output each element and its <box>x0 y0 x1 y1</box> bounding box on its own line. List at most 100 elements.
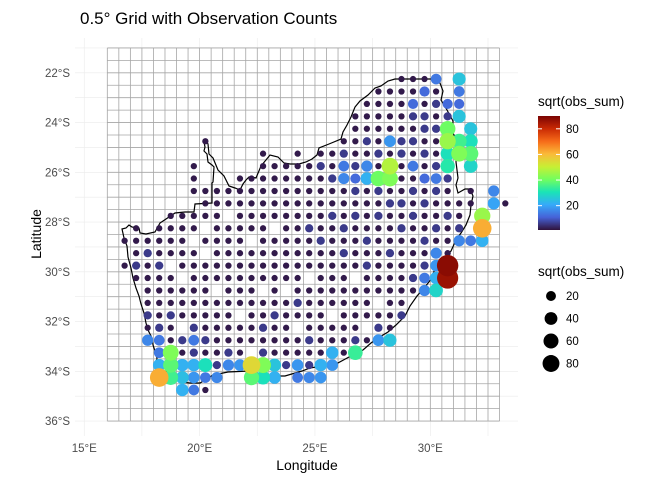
observation-point <box>259 337 267 344</box>
observation-point <box>363 299 371 307</box>
observation-point <box>271 262 278 269</box>
observation-point <box>242 356 261 374</box>
observation-point <box>259 262 267 269</box>
observation-point <box>179 299 186 307</box>
observation-point <box>421 250 428 257</box>
observation-point <box>202 237 209 244</box>
observation-point <box>398 287 405 294</box>
observation-point <box>316 236 325 245</box>
observation-point <box>430 73 442 85</box>
observation-point <box>236 237 244 244</box>
observation-point <box>305 360 314 370</box>
observation-point <box>306 287 313 294</box>
observation-point <box>213 187 221 195</box>
observation-point <box>420 112 429 121</box>
observation-point <box>374 323 383 332</box>
observation-point <box>385 249 395 258</box>
observation-point <box>282 337 290 344</box>
observation-point <box>340 324 347 331</box>
observation-point <box>386 324 394 331</box>
observation-point <box>407 160 419 172</box>
observation-point <box>397 199 406 208</box>
observation-point <box>236 212 244 219</box>
observation-point <box>451 133 467 149</box>
observation-point <box>282 250 290 257</box>
observation-point <box>259 212 267 219</box>
size-legend-label: 80 <box>566 359 579 371</box>
observation-point <box>398 88 405 95</box>
observation-point <box>282 312 290 319</box>
observation-point <box>294 237 301 244</box>
observation-point <box>374 149 383 158</box>
observation-point <box>453 86 465 97</box>
observation-point <box>420 199 429 208</box>
observation-point <box>155 323 164 332</box>
observation-point <box>236 299 244 307</box>
observation-point <box>443 174 452 183</box>
observation-point <box>189 348 198 357</box>
colour-legend-title: sqrt(obs_sum) <box>538 94 624 109</box>
y-tick-label: 36°S <box>45 416 70 428</box>
observation-point <box>236 187 244 195</box>
observation-point <box>374 211 383 220</box>
observation-point <box>236 324 244 331</box>
observation-point <box>375 88 382 95</box>
observation-point <box>362 236 371 245</box>
observation-point <box>398 113 405 120</box>
observation-point <box>467 187 474 195</box>
observation-point <box>408 137 418 146</box>
observation-point <box>375 312 382 319</box>
colour-bar-tick-label: 80 <box>566 124 579 136</box>
x-tick-label: 25°E <box>302 443 327 455</box>
observation-point <box>305 224 314 233</box>
observation-point <box>202 138 209 145</box>
observation-point <box>431 186 441 196</box>
observation-point <box>259 250 267 257</box>
observation-point <box>132 225 140 232</box>
observation-point <box>360 172 374 185</box>
observation-point <box>305 336 314 345</box>
observation-point <box>352 299 359 307</box>
observation-point <box>306 349 313 356</box>
observation-point <box>375 225 382 232</box>
observation-point <box>294 337 301 344</box>
observation-point <box>248 262 255 269</box>
observation-point <box>338 172 350 185</box>
observation-point <box>352 113 359 120</box>
observation-point <box>432 88 440 95</box>
size-legend-dot <box>544 312 558 325</box>
observation-point <box>176 358 189 372</box>
chart-title: 0.5° Grid with Observation Counts <box>80 9 337 28</box>
y-tick-label: 22°S <box>45 68 70 80</box>
observation-point <box>213 324 221 331</box>
y-axis-ticks: 22°S 24°S 26°S 28°S 30°S 32°S 34°S 36°S <box>45 68 70 428</box>
observation-point <box>488 185 500 197</box>
observation-point <box>397 224 406 233</box>
observation-point <box>132 250 140 257</box>
observation-point <box>420 261 429 270</box>
observation-point <box>190 287 197 294</box>
observation-point <box>409 237 417 244</box>
observation-point <box>248 337 255 344</box>
observation-point <box>271 287 278 294</box>
observation-point <box>121 262 128 269</box>
y-tick-label: 32°S <box>45 317 70 329</box>
observation-point <box>340 274 347 282</box>
observation-point <box>409 200 417 207</box>
observation-point <box>294 150 301 157</box>
observation-point <box>248 250 255 257</box>
x-axis-ticks: 15°E 20°E 25°E 30°E <box>72 443 443 455</box>
observation-point <box>121 237 128 244</box>
observation-point <box>176 383 189 397</box>
observation-point <box>421 100 428 108</box>
observation-point <box>248 299 255 307</box>
observation-point <box>202 324 209 331</box>
observation-point <box>156 237 163 244</box>
observation-point <box>444 200 451 207</box>
observation-point <box>409 125 417 132</box>
observation-point <box>179 312 186 319</box>
observation-point <box>222 359 235 371</box>
observation-point <box>329 287 336 294</box>
observation-point <box>407 98 419 110</box>
observation-point <box>351 186 360 196</box>
